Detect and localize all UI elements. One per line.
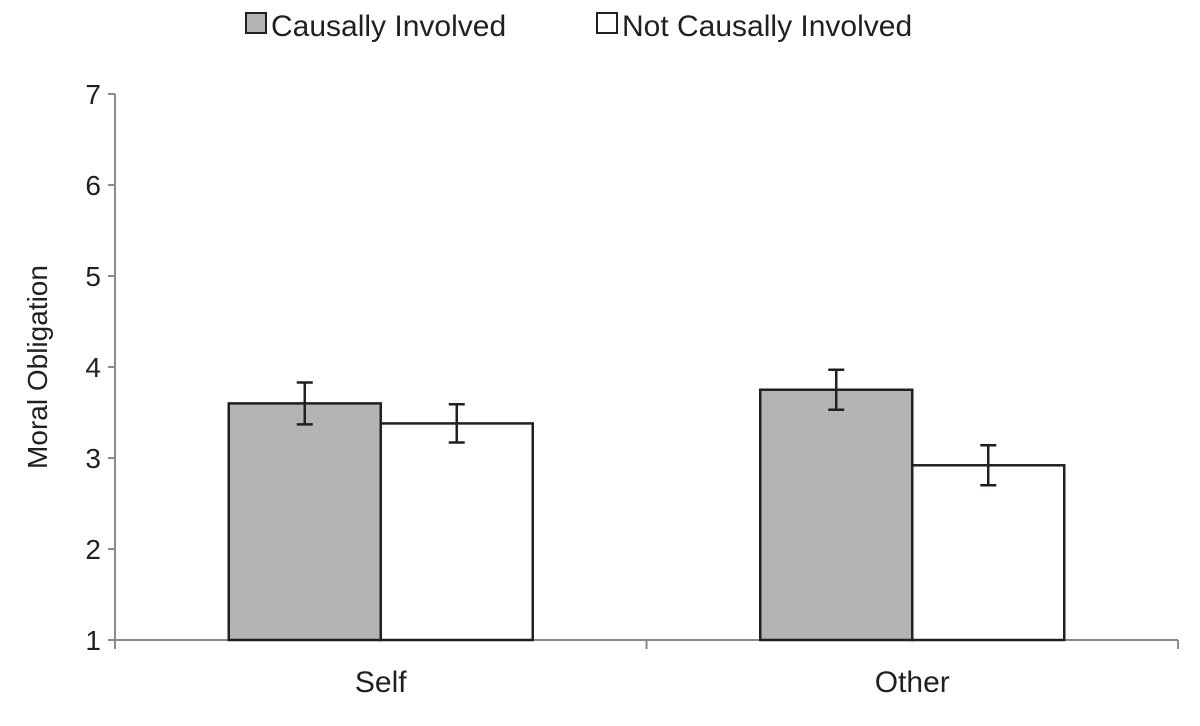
legend-label-not-causally-involved: Not Causally Involved: [622, 10, 912, 43]
y-tick-label: 5: [85, 261, 101, 292]
x-tick-label: Self: [355, 666, 407, 699]
bar-other-not-causal: [911, 464, 1066, 642]
y-axis-label: Moral Obligation: [22, 265, 53, 469]
legend: Causally Involved Not Causally Involved: [245, 10, 912, 43]
legend-swatch-causally-involved: [245, 12, 267, 34]
legend-label-causally-involved: Causally Involved: [271, 10, 506, 43]
bar-self-not-causal: [379, 422, 534, 642]
bar-self-causal: [227, 402, 382, 642]
bar-other-causal: [759, 388, 914, 642]
y-tick-label: 3: [85, 443, 101, 474]
y-tick-label: 4: [85, 352, 101, 383]
y-tick-label: 1: [85, 625, 101, 656]
x-tick-label: Other: [875, 666, 950, 699]
legend-swatch-not-causally-involved: [596, 12, 618, 34]
y-tick-label: 2: [85, 534, 101, 565]
y-tick-label: 7: [85, 79, 101, 110]
y-tick-label: 6: [85, 170, 101, 201]
